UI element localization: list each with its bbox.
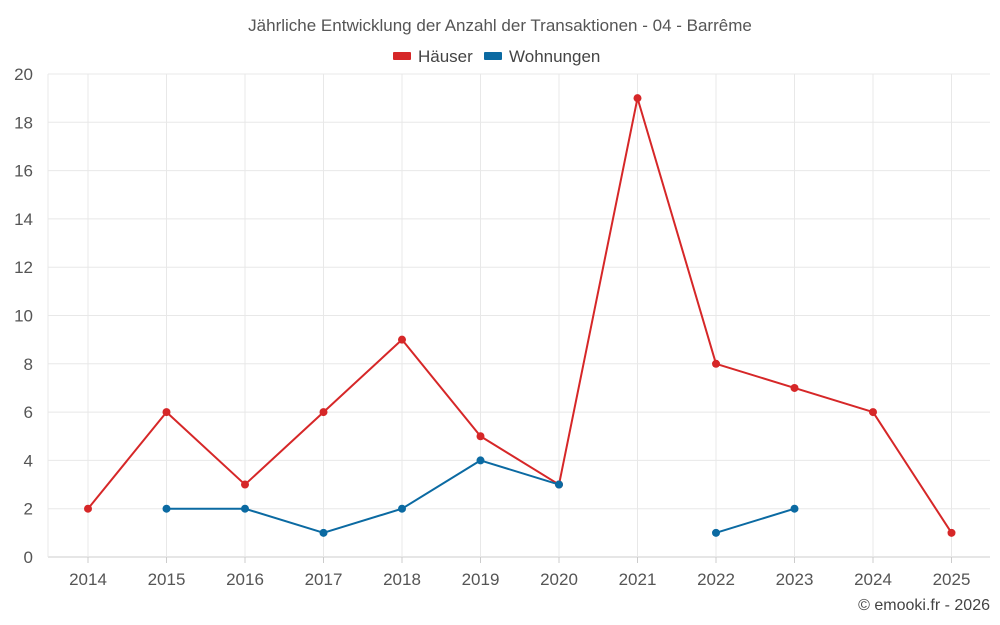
data-point[interactable]	[398, 335, 406, 344]
y-tick-label: 12	[14, 258, 33, 277]
legend-swatch	[484, 52, 502, 60]
series-2	[162, 456, 799, 537]
y-tick-label: 2	[24, 500, 33, 519]
series-line	[166, 459, 560, 534]
series-1	[84, 94, 956, 537]
chart-title: Jährliche Entwicklung der Anzahl der Tra…	[248, 16, 752, 35]
data-point[interactable]	[476, 456, 485, 465]
data-point[interactable]	[790, 383, 799, 392]
y-tick-label: 14	[14, 210, 33, 229]
x-tick-label: 2016	[226, 570, 264, 589]
x-axis: 2014 2015 2016 2017 2018 2019 2020 2021 2022 2023…	[69, 557, 970, 589]
x-tick-label: 2022	[697, 570, 735, 589]
x-tick-label: 2023	[776, 570, 814, 589]
data-point[interactable]	[633, 94, 642, 103]
data-point[interactable]	[319, 528, 328, 537]
data-point[interactable]	[84, 504, 92, 513]
x-tick-label: 2015	[148, 570, 186, 589]
x-tick-label: 2018	[383, 570, 421, 589]
y-tick-label: 10	[14, 307, 33, 326]
data-point[interactable]	[398, 504, 406, 513]
legend-swatch	[393, 52, 411, 60]
legend: Häuser Wohnungen	[393, 47, 600, 66]
y-tick-label: 18	[14, 113, 33, 132]
x-tick-label: 2014	[69, 570, 107, 589]
data-point[interactable]	[712, 359, 720, 368]
series-line	[715, 507, 795, 534]
y-tick-label: 6	[24, 403, 33, 422]
x-tick-label: 2024	[854, 570, 892, 589]
data-point[interactable]	[241, 480, 249, 489]
x-tick-label: 2017	[305, 570, 343, 589]
data-point[interactable]	[241, 504, 249, 513]
data-point[interactable]	[476, 432, 485, 441]
data-point[interactable]	[712, 528, 720, 537]
data-point[interactable]	[790, 504, 799, 513]
legend-label[interactable]: Wohnungen	[509, 47, 600, 66]
y-tick-label: 16	[14, 162, 33, 181]
x-tick-label: 2019	[462, 570, 500, 589]
x-tick-label: 2020	[540, 570, 578, 589]
credit-text: © emooki.fr - 2026	[858, 597, 990, 614]
y-tick-label: 0	[24, 548, 33, 567]
grid	[47, 73, 990, 558]
legend-label[interactable]: Häuser	[418, 47, 473, 66]
y-tick-label: 20	[14, 65, 33, 84]
series-line	[87, 97, 953, 534]
y-axis: 0 2 4 6 8 10 12 14 16 18 20	[14, 65, 33, 567]
data-point[interactable]	[947, 528, 956, 537]
data-point[interactable]	[869, 408, 877, 417]
data-point[interactable]	[319, 408, 328, 417]
x-tick-label: 2025	[933, 570, 971, 589]
y-tick-label: 8	[24, 355, 33, 374]
y-tick-label: 4	[24, 451, 33, 470]
data-point[interactable]	[162, 408, 171, 417]
data-point[interactable]	[162, 504, 171, 513]
x-tick-label: 2021	[619, 570, 657, 589]
series-layer	[84, 94, 956, 537]
data-point[interactable]	[555, 480, 563, 489]
